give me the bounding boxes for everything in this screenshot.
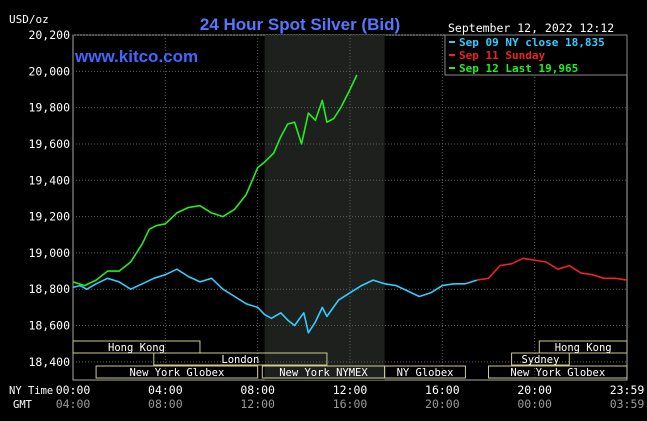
x-tick-label-gmt: 04:00 [56,397,91,411]
y-tick-label: 19,400 [28,173,70,187]
series-line-sep-11 [476,257,628,281]
chart-title: 24 Hour Spot Silver (Bid) [200,15,400,34]
y-tick-label: 20,000 [28,64,70,78]
legend-box [444,34,628,76]
x-tick-label-ny: 12:00 [333,383,368,397]
y-tick-label: 19,600 [28,137,70,151]
y-tick-label: 19,000 [28,246,70,260]
chart-timestamp: September 12, 2022 12:12 [448,21,614,35]
y-tick-label: 19,200 [28,210,70,224]
x-tick-label-gmt: 03:59 [610,397,645,411]
market-hours-highlight [264,35,385,380]
x-tick-label-ny: 20:00 [517,383,552,397]
y-tick-label: 19,800 [28,101,70,115]
session-bar [488,365,628,379]
session-bar [511,352,570,366]
x-tick-label-gmt: 00:00 [517,397,552,411]
y-tick-label: 20,200 [28,28,70,42]
session-bar [384,365,466,379]
x-tick-label-ny: 00:00 [56,383,91,397]
x-tick-label-gmt: 16:00 [333,397,368,411]
x-tick-label-gmt: 20:00 [425,397,460,411]
session-bar [95,365,259,379]
session-bar [153,352,328,366]
session-bar [538,340,628,354]
y-tick-label: 18,800 [28,282,70,296]
session-label: New York NYMEX [279,367,368,379]
x-row-label-gmt: GMT [13,399,33,411]
session-label: NY Globex [397,367,454,379]
x-tick-label-ny: 16:00 [425,383,460,397]
watermark-text: www.kitco.com [74,47,198,66]
session-label: London [221,354,259,366]
x-tick-label-ny: 23:59 [610,383,645,397]
legend-entry: Sep 09 NY close 18,835 [459,36,605,49]
x-tick-label-gmt: 08:00 [148,397,183,411]
y-axis-label: USD/oz [9,13,49,26]
x-row-label-ny: NY Time [9,385,53,397]
legend-entry: Sep 11 Sunday [459,49,545,62]
session-label: Hong Kong [108,342,165,354]
y-tick-label: 18,400 [28,355,70,369]
session-bar [72,340,201,354]
session-label: New York Globex [510,367,605,379]
series-line-sep-09 [72,268,478,334]
x-tick-label-ny: 04:00 [148,383,183,397]
series-line-sep-12 [72,74,358,287]
y-tick-label: 18,600 [28,319,70,333]
legend-entry: Sep 12 Last 19,965 [459,62,578,75]
session-label: New York Globex [129,367,224,379]
session-label: Sydney [521,354,559,366]
x-tick-label-ny: 08:00 [240,383,275,397]
session-label: Hong Kong [555,342,612,354]
x-tick-label-gmt: 12:00 [240,397,275,411]
